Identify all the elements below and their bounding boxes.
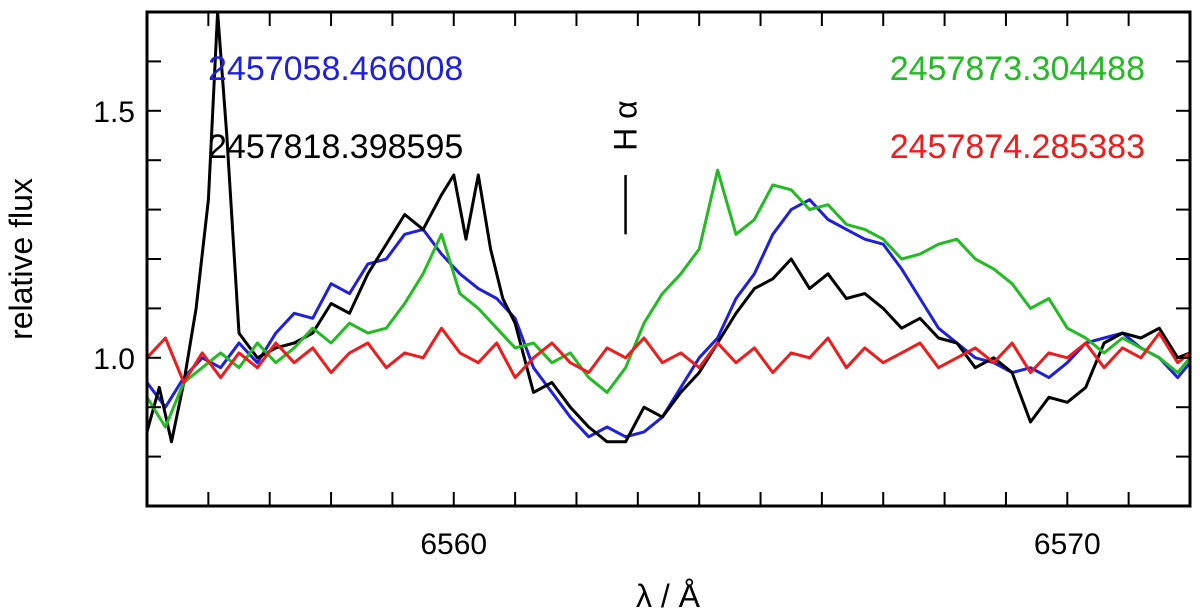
series-line-2 [147, 168, 1190, 429]
ticks-layer: 6560 6570 1.0 1.5 [93, 12, 1190, 561]
y-tick-label-1: 1.5 [93, 96, 135, 129]
h-alpha-label: H α [608, 100, 644, 150]
annotation-layer: H α [608, 100, 644, 235]
series-line-1 [147, 12, 1190, 444]
legend-entry-2: 2457873.304488 [890, 50, 1145, 88]
x-tick-label-1: 6570 [1034, 528, 1101, 561]
y-axis-label: relative flux [3, 178, 39, 340]
series-line-3 [147, 326, 1190, 384]
legend-entry-1: 2457818.398595 [208, 128, 463, 166]
legend-layer: 2457058.466008 2457818.398595 2457873.3044… [208, 50, 1145, 166]
legend-entry-0: 2457058.466008 [208, 50, 463, 88]
series-line-0 [147, 198, 1190, 439]
x-axis-label: λ / Å [636, 578, 701, 614]
legend-entry-3: 2457874.285383 [890, 128, 1145, 166]
x-tick-label-0: 6560 [420, 528, 487, 561]
plot-frame [145, 10, 1192, 508]
y-tick-label-0: 1.0 [93, 343, 135, 376]
series-layer [147, 12, 1190, 444]
